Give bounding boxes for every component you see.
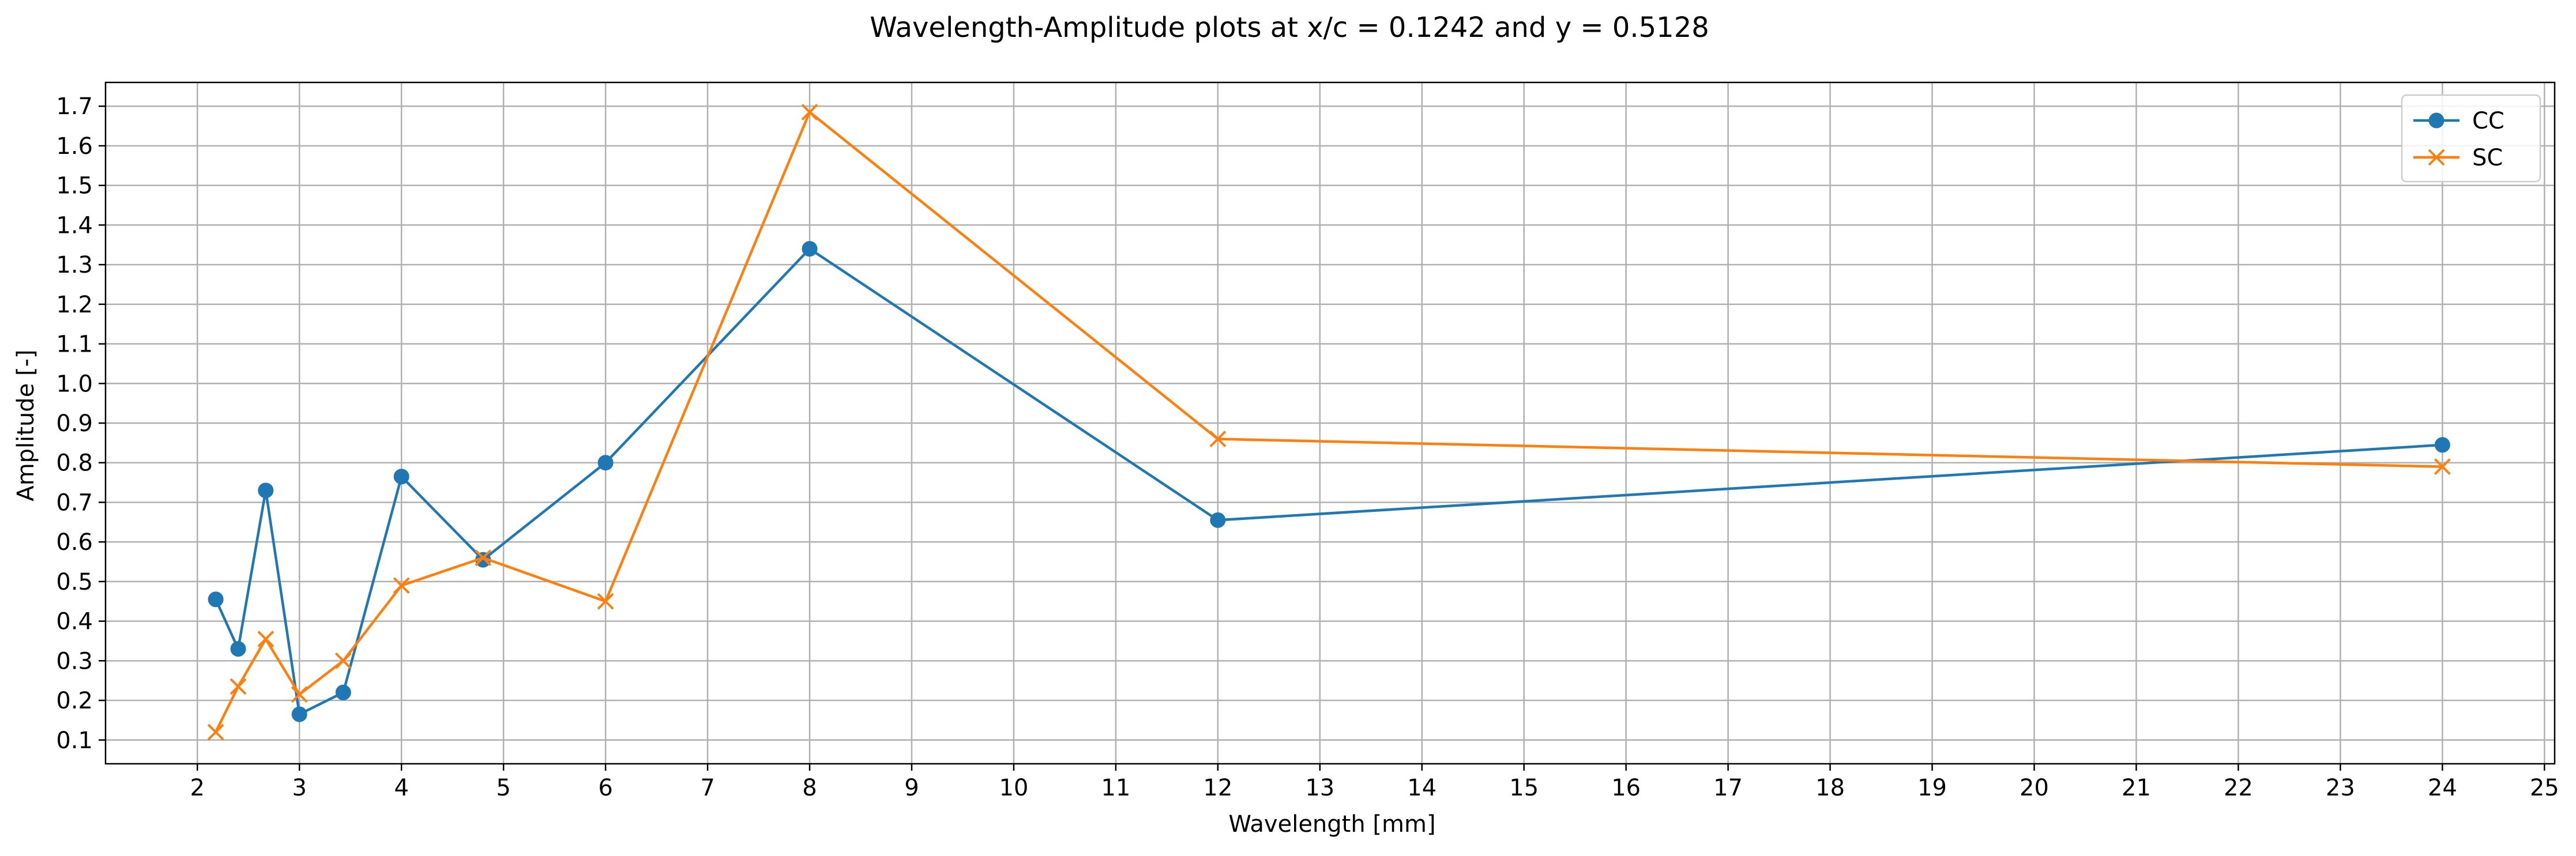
- data-point: [207, 723, 224, 741]
- y-tick-label: 1.0: [56, 371, 93, 397]
- data-point-stroke: [257, 631, 274, 647]
- series-layer: [207, 104, 2451, 741]
- x-tick-label: 8: [802, 775, 817, 801]
- data-point: [1210, 512, 1226, 528]
- data-point: [597, 455, 614, 471]
- y-tick-label: 0.9: [56, 410, 93, 437]
- x-tick-label: 5: [496, 775, 510, 801]
- x-axis-label: Wavelength [mm]: [1228, 811, 1435, 838]
- data-point: [335, 684, 351, 700]
- chart-title: Wavelength-Amplitude plots at x/c = 0.12…: [870, 12, 1709, 44]
- x-tick-label: 4: [394, 775, 408, 801]
- data-point: [208, 591, 224, 608]
- y-tick-label: 1.6: [56, 133, 93, 160]
- data-point: [2428, 149, 2445, 166]
- y-tick-label: 0.6: [56, 529, 93, 556]
- x-tick-label: 11: [1101, 775, 1130, 801]
- x-tick-label: 15: [1509, 775, 1539, 801]
- x-tick-label: 16: [1611, 775, 1641, 801]
- y-tick-label: 1.3: [56, 252, 93, 278]
- y-tick-label: 1.2: [56, 292, 93, 318]
- y-tick-label: 0.3: [56, 648, 93, 674]
- data-point-stroke: [393, 577, 410, 594]
- x-tick-label: 25: [2530, 775, 2559, 801]
- data-point: [393, 469, 409, 485]
- x-tick-label: 22: [2224, 775, 2253, 801]
- data-point: [258, 482, 274, 499]
- y-axis-ticks: 0.1 0.2 0.3 0.4 0.5 0.6 0.7 0.8 0.9 1.0 1.1 1.2 1.3 1…: [56, 93, 106, 754]
- x-axis-ticks: 2 3 4 5 6 7 8 9 10 11 12 13 14 15 16 17 18 19 20 21 22 23 24 25: [190, 764, 2559, 801]
- data-point: [2434, 458, 2451, 476]
- x-tick-label: 18: [1815, 775, 1845, 801]
- data-point-stroke: [2434, 458, 2451, 476]
- x-tick-label: 23: [2326, 775, 2355, 801]
- series-line-sc: [215, 111, 2443, 733]
- data-point-stroke: [207, 723, 224, 741]
- y-tick-label: 1.1: [56, 331, 93, 358]
- data-point: [1209, 431, 1227, 447]
- plot-frame: [104, 81, 2556, 765]
- data-point-stroke: [801, 104, 818, 120]
- x-tick-label: 19: [1917, 775, 1947, 801]
- data-point-stroke: [597, 593, 614, 610]
- y-tick-label: 1.7: [56, 93, 93, 120]
- series-cc: [208, 241, 2450, 722]
- y-tick-label: 0.2: [56, 688, 93, 714]
- data-point-stroke: [475, 549, 492, 567]
- y-tick-label: 0.5: [56, 569, 93, 595]
- data-point: [801, 104, 818, 120]
- data-point-stroke: [230, 678, 247, 695]
- series-sc: [207, 104, 2451, 741]
- data-point-stroke: [2428, 149, 2445, 166]
- data-point: [2428, 112, 2445, 129]
- data-point: [291, 686, 308, 703]
- data-point: [334, 652, 352, 669]
- x-tick-label: 10: [999, 775, 1028, 801]
- y-tick-label: 0.7: [56, 489, 93, 516]
- data-point: [2434, 437, 2450, 453]
- x-tick-label: 20: [2020, 775, 2049, 801]
- y-tick-label: 0.1: [56, 727, 93, 754]
- y-tick-label: 1.5: [56, 173, 93, 199]
- data-point: [257, 631, 274, 647]
- x-tick-label: 7: [700, 775, 714, 801]
- legend-box: [2401, 94, 2541, 183]
- legend-label: SC: [2472, 145, 2503, 171]
- x-tick-label: 13: [1305, 775, 1334, 801]
- x-tick-label: 14: [1407, 775, 1436, 801]
- x-tick-label: 24: [2428, 775, 2457, 801]
- y-tick-label: 1.4: [56, 212, 93, 239]
- grid: [106, 82, 2555, 764]
- x-tick-label: 2: [190, 775, 205, 801]
- data-point-stroke: [334, 652, 352, 669]
- y-axis-label: Amplitude [-]: [13, 349, 39, 501]
- data-point: [291, 706, 307, 722]
- data-point: [230, 678, 247, 695]
- x-tick-label: 12: [1203, 775, 1232, 801]
- x-tick-label: 3: [292, 775, 306, 801]
- data-point: [475, 549, 492, 567]
- x-tick-label: 6: [598, 775, 612, 801]
- series-line-cc: [215, 247, 2443, 716]
- legend-item-cc: CC: [2413, 108, 2504, 134]
- data-point-stroke: [291, 686, 308, 703]
- x-tick-label: 17: [1713, 775, 1743, 801]
- y-tick-label: 0.8: [56, 450, 93, 477]
- legend-item-sc: SC: [2413, 145, 2503, 171]
- data-point: [393, 577, 410, 594]
- x-tick-label: 21: [2122, 775, 2151, 801]
- data-point-stroke: [1209, 431, 1227, 447]
- data-point: [230, 641, 246, 657]
- y-tick-label: 0.4: [56, 609, 93, 635]
- legend-label: CC: [2472, 108, 2504, 134]
- data-point: [802, 241, 818, 257]
- x-tick-label: 9: [904, 775, 919, 801]
- legend: CC SC: [2401, 94, 2541, 183]
- data-point: [597, 593, 614, 610]
